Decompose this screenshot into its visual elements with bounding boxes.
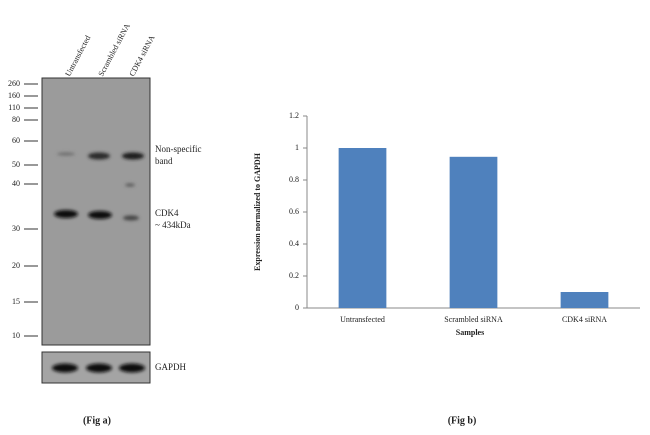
lane-label: Scrambled siRNA	[96, 22, 131, 78]
y-tick-label: 1	[295, 143, 299, 152]
marker-label: 20	[12, 261, 20, 270]
annotation: CDK4	[155, 208, 179, 218]
x-axis-label: Samples	[456, 328, 484, 337]
band	[57, 152, 75, 156]
bar	[449, 156, 498, 308]
band	[119, 363, 145, 373]
y-tick-label: 0.2	[289, 271, 299, 280]
bar	[338, 148, 387, 308]
x-tick-label: Scrambled siRNA	[444, 315, 503, 324]
annotation: ~ 434kDa	[155, 220, 191, 230]
marker-label: 10	[12, 331, 20, 340]
annotation: Non-specific	[155, 144, 201, 154]
band	[123, 215, 139, 221]
annotation: GAPDH	[155, 362, 187, 372]
annotation: band	[155, 156, 173, 166]
marker-label: 15	[12, 297, 20, 306]
y-axis-label: Expression normalized to GAPDH	[253, 152, 262, 271]
marker-label: 60	[12, 136, 20, 145]
y-tick-label: 0.8	[289, 175, 299, 184]
marker-label: 50	[12, 160, 20, 169]
bar	[560, 292, 609, 308]
y-tick-label: 0.6	[289, 207, 299, 216]
lane-label: Untransfected	[63, 34, 92, 78]
bands	[52, 152, 145, 373]
lane-label: CDK4 siRNA	[127, 34, 156, 78]
marker-label: 40	[12, 179, 20, 188]
band	[86, 363, 112, 373]
marker-label: 110	[8, 103, 20, 112]
y-tick-label: 0.4	[289, 239, 299, 248]
band	[52, 363, 78, 373]
y-tick-label: 0	[295, 303, 299, 312]
caption: (Fig b)	[448, 415, 477, 426]
band	[88, 152, 110, 160]
x-tick-label: Untransfected	[340, 315, 385, 324]
marker-label: 160	[8, 91, 20, 100]
band	[125, 183, 135, 187]
marker-label: 30	[12, 224, 20, 233]
caption: (Fig a)	[83, 415, 111, 426]
marker-label: 80	[12, 115, 20, 124]
x-tick-label: CDK4 siRNA	[562, 315, 607, 324]
band	[88, 211, 112, 219]
marker-label: 260	[8, 79, 20, 88]
y-tick-label: 1.2	[289, 111, 299, 120]
band	[54, 210, 78, 218]
band	[122, 152, 144, 160]
